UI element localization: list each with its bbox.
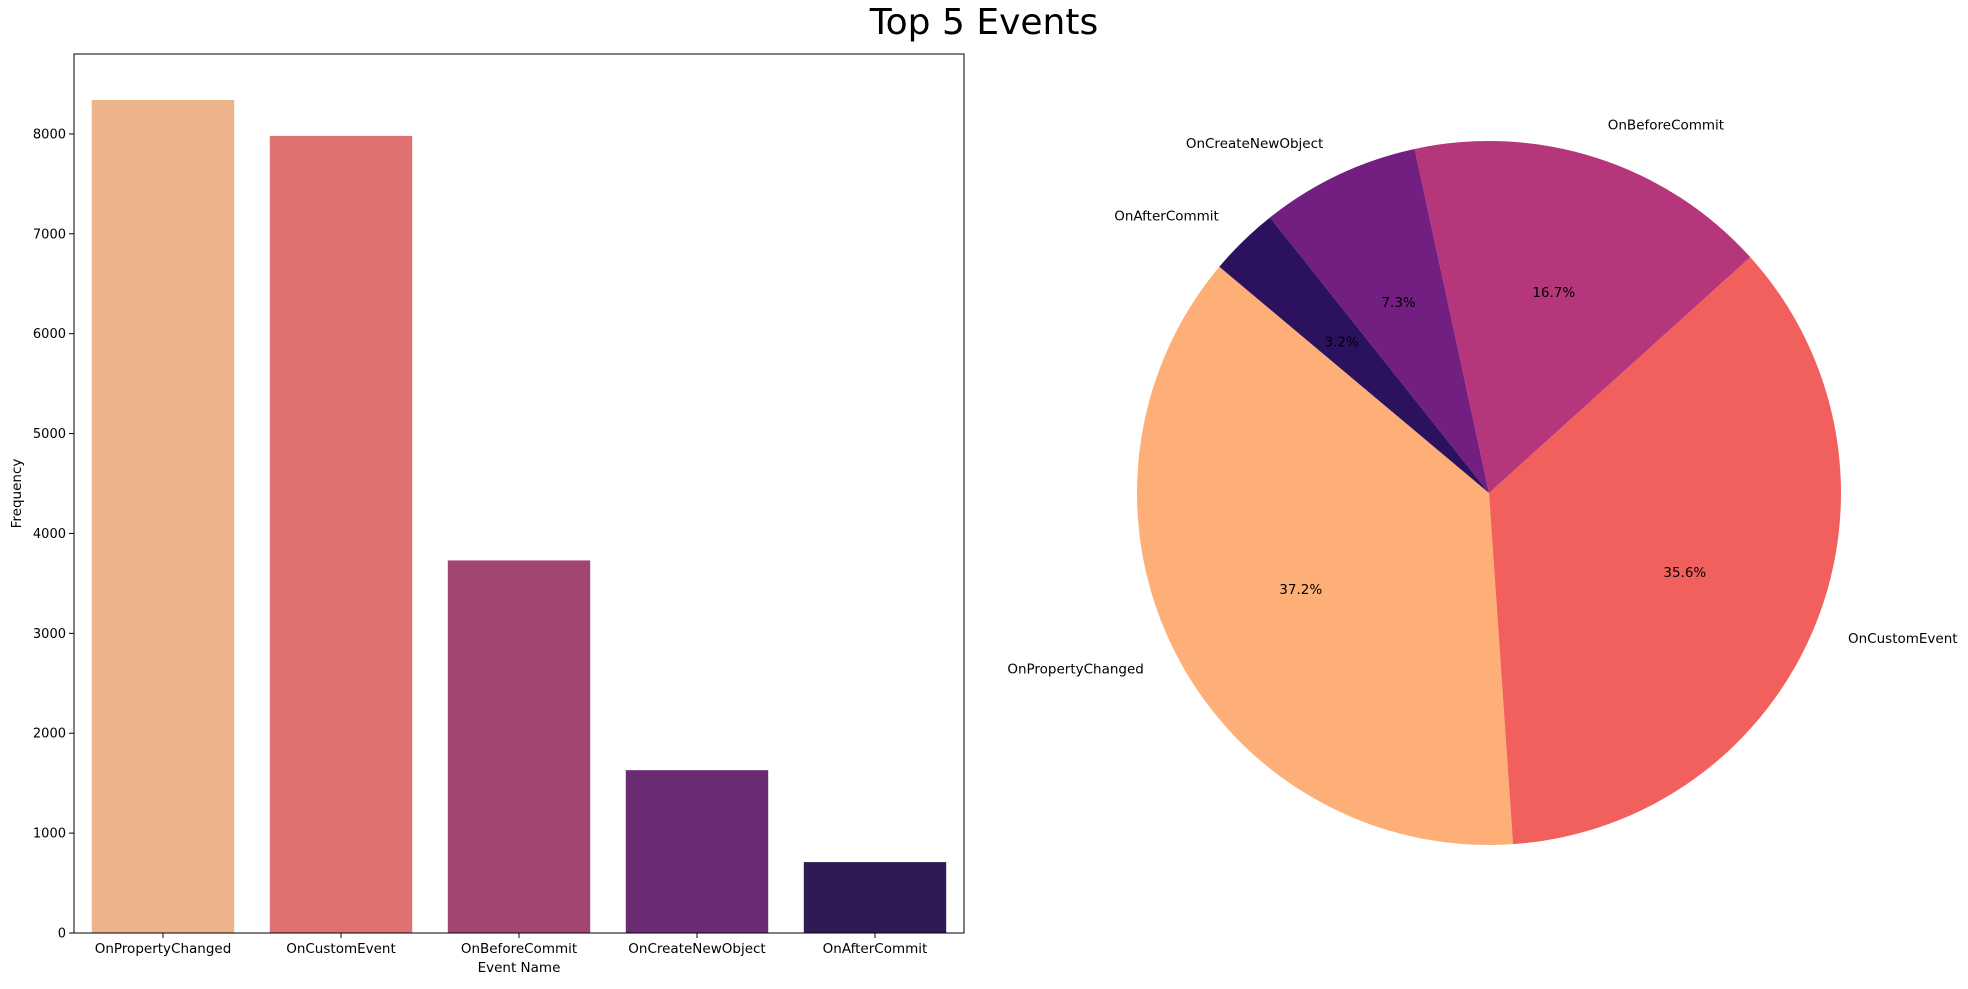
y-tick-label: 2000 [33, 727, 66, 742]
pie-slice [1489, 257, 1841, 845]
pie-pct-label: 37.2% [1279, 582, 1322, 598]
x-tick-label: OnBeforeCommit [461, 941, 577, 957]
pie-slice [1414, 141, 1751, 494]
pie-label: OnCreateNewObject [1186, 136, 1323, 152]
pie-label: OnPropertyChanged [1007, 662, 1144, 678]
pie-slice [1137, 266, 1514, 845]
pie-pct-label: 3.2% [1324, 335, 1358, 351]
pie-label: OnAfterCommit [1114, 209, 1219, 225]
x-tick-label: OnPropertyChanged [95, 941, 232, 957]
x-tick-label: OnCreateNewObject [628, 941, 765, 957]
pie-pct-label: 16.7% [1532, 285, 1575, 301]
x-tick-label: OnAfterCommit [823, 941, 928, 957]
bar [447, 560, 591, 933]
pie-pct-label: 35.6% [1663, 565, 1706, 581]
pie-pct-label: 7.3% [1381, 295, 1415, 311]
x-tick-label: OnCustomEvent [286, 941, 396, 957]
figure-title: Top 5 Events [869, 2, 1099, 43]
y-tick-label: 8000 [33, 127, 66, 142]
pie-label: OnCustomEvent [1848, 631, 1958, 647]
pie-label: OnBeforeCommit [1608, 117, 1724, 133]
y-tick-label: 0 [58, 927, 66, 942]
pie-slice [1219, 217, 1489, 494]
y-tick-label: 7000 [33, 227, 66, 242]
pie-slice [1269, 148, 1489, 494]
x-axis-label: Event Name [478, 960, 561, 976]
bar [269, 135, 413, 934]
y-axis-label: Frequency [9, 459, 25, 529]
y-tick-label: 6000 [33, 327, 66, 342]
bar [625, 770, 769, 933]
y-tick-label: 3000 [33, 627, 66, 642]
y-tick-label: 4000 [33, 527, 66, 542]
bar [91, 99, 235, 933]
y-tick-label: 1000 [33, 827, 66, 842]
bar [803, 862, 947, 933]
y-tick-label: 5000 [33, 427, 66, 442]
